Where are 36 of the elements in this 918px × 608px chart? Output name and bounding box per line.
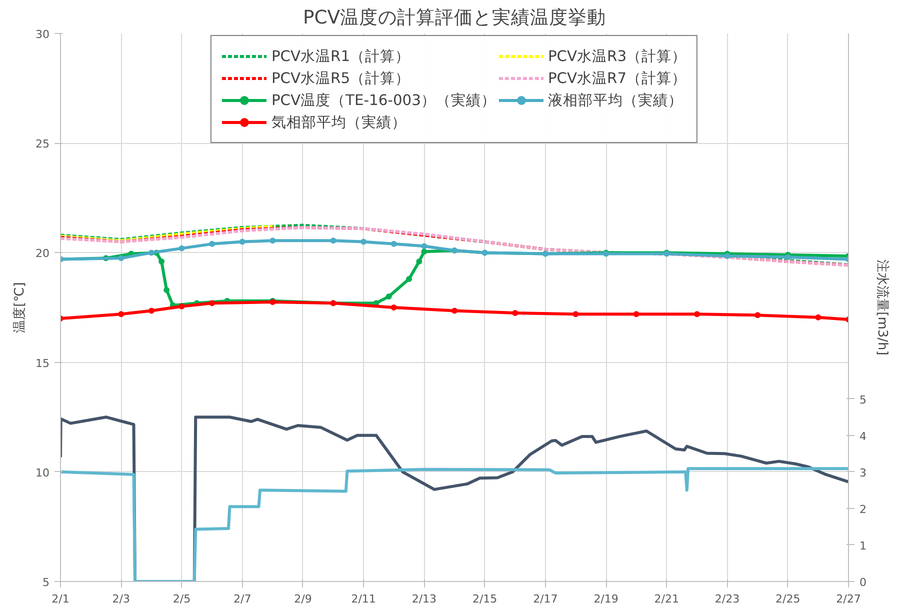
x-tick-label: 2/25 bbox=[776, 592, 800, 606]
x-tick-label: 2/13 bbox=[412, 592, 437, 606]
y2-tick-label: 2 bbox=[860, 502, 866, 516]
legend-label: 液相部平均（実績） bbox=[548, 90, 683, 110]
x-tick-label: 2/15 bbox=[472, 592, 498, 606]
y-tick-label: 20 bbox=[36, 247, 50, 260]
legend-label: PCV水温R7（計算） bbox=[548, 68, 687, 88]
y-tick-label: 10 bbox=[36, 466, 50, 480]
y-axis-title: 温度[℃] bbox=[12, 282, 28, 333]
x-tick-label: 2/17 bbox=[533, 592, 558, 606]
x-tick-label: 2/3 bbox=[112, 592, 130, 606]
y-tick-label: 30 bbox=[36, 28, 50, 41]
x-tick-label: 2/7 bbox=[233, 592, 252, 606]
legend-label: PCV水温R3（計算） bbox=[548, 46, 687, 66]
x-tick-label: 2/23 bbox=[714, 592, 740, 606]
x-tick-label: 2/9 bbox=[294, 592, 312, 606]
legend-label: PCV水温R5（計算） bbox=[271, 68, 410, 88]
x-tick-label: 2/19 bbox=[594, 592, 618, 606]
y2-axis-title: 注水流量[m3/h] bbox=[874, 260, 890, 356]
x-tick-label: 2/11 bbox=[351, 592, 376, 606]
y2-tick-label: 5 bbox=[860, 393, 866, 406]
y2-tick-label: 4 bbox=[860, 430, 866, 443]
y2-tick-label: 0 bbox=[860, 576, 866, 589]
y-tick-label: 5 bbox=[42, 576, 50, 589]
y2-tick-label: 3 bbox=[860, 466, 866, 480]
y-tick-label: 15 bbox=[36, 356, 50, 370]
x-tick-label: 2/1 bbox=[52, 592, 70, 606]
x-tick-label: 2/27 bbox=[836, 592, 861, 606]
chart-title: PCV温度の計算評価と実績温度挙動 bbox=[302, 6, 606, 28]
legend-label: 気相部平均（実績） bbox=[271, 112, 406, 132]
y-tick-label: 25 bbox=[36, 138, 50, 151]
legend-label: PCV水温R1（計算） bbox=[271, 46, 410, 66]
x-tick-label: 2/21 bbox=[654, 592, 680, 606]
legend-label: PCV温度（TE-16-003）（実績） bbox=[271, 90, 496, 110]
y2-tick-label: 1 bbox=[860, 539, 866, 552]
x-tick-label: 2/5 bbox=[172, 592, 191, 606]
